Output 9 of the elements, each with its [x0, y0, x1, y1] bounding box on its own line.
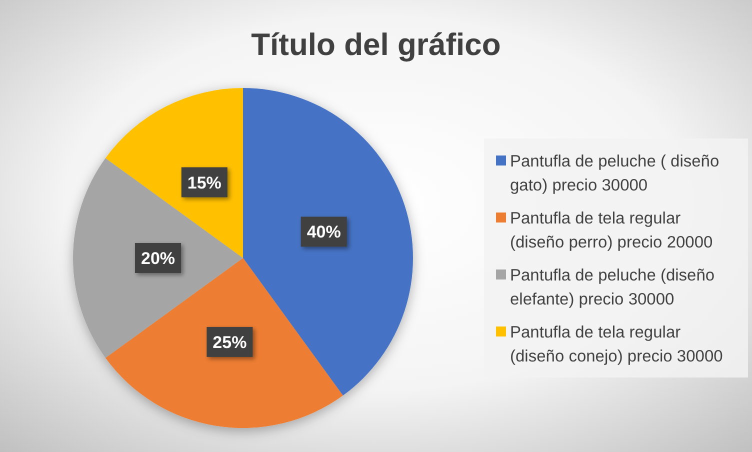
data-label: 15%	[187, 173, 222, 192]
chart-title: Título del gráfico	[251, 27, 501, 62]
data-label: 20%	[140, 249, 176, 268]
legend-label: Pantufla de tela regular (diseño perro) precio 20000	[510, 210, 713, 252]
legend-label: Pantufla de peluche ( diseño gato) precio 30000	[510, 152, 720, 194]
data-label: 25%	[212, 332, 247, 352]
data-label: 40%	[306, 222, 341, 242]
legend-label: Pantufla de tela regular (diseño conejo) precio 30000	[510, 324, 723, 366]
legend-label: Pantufla de peluche (diseño elefante) precio 30000	[510, 266, 715, 308]
